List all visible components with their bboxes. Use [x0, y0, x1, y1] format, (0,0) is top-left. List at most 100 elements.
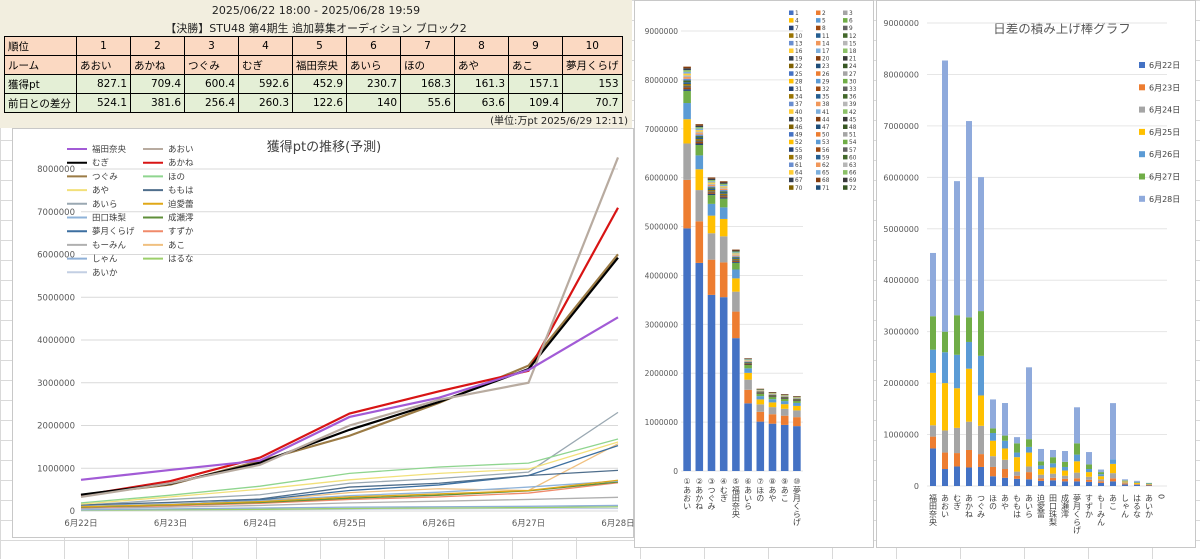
stack-segment [695, 142, 704, 144]
table-cell: 8 [454, 36, 509, 56]
stack-segment [707, 233, 716, 260]
stack-segment [683, 119, 691, 144]
stack-segment [719, 182, 728, 184]
stack-segment [990, 399, 996, 429]
legend-label: 成瀬澪 [168, 213, 194, 224]
stack-segment [942, 430, 948, 453]
table-cell: 10 [562, 36, 623, 56]
stack-segment [942, 352, 948, 384]
stack-segment [732, 255, 740, 257]
legend-label: 51 [849, 133, 857, 139]
legend-swatch [843, 109, 848, 114]
legend-swatch [843, 162, 848, 167]
stack-segment [1074, 454, 1080, 462]
stack-segment [966, 449, 972, 468]
table-cell: 福田奈央 [292, 55, 347, 75]
x-tick-label: ⑨あこ [780, 477, 789, 502]
stack-segment [683, 87, 691, 90]
table-cell: 6 [346, 36, 401, 56]
legend-label: 37 [795, 102, 803, 108]
legend-label: 29 [822, 79, 830, 85]
legend-label: 23 [822, 64, 830, 70]
stack-segment [1062, 481, 1068, 486]
stack-segment [768, 396, 777, 397]
x-tick-label: ⑥あいら [744, 477, 753, 510]
row-label: ルーム [4, 55, 77, 75]
legend-swatch [789, 40, 794, 46]
legend-label: 32 [822, 87, 830, 93]
stack-segment [942, 60, 948, 332]
stack-segment [695, 221, 704, 263]
stack-segment [719, 181, 728, 183]
table-cell: むぎ [238, 55, 293, 75]
stack-segment [744, 358, 752, 360]
stack-segment [756, 390, 765, 391]
legend-swatch [789, 147, 794, 152]
legend-swatch [789, 86, 794, 91]
stack-segment [780, 415, 789, 425]
stack-segment [756, 411, 765, 422]
stack-segment [744, 361, 752, 363]
stack-segment [744, 359, 752, 360]
table-cell: 7 [400, 36, 455, 56]
stack-segment [768, 392, 777, 393]
y-tick-label: 8000000 [883, 70, 919, 79]
legend-swatch [789, 185, 794, 190]
legend-label: 11 [822, 34, 830, 40]
stack-segment [1050, 463, 1056, 468]
stack-segment [695, 134, 704, 137]
table-cell: 452.9 [292, 74, 347, 94]
stack-segment [744, 363, 752, 364]
y-tick-label: 9000000 [883, 19, 919, 28]
legend-label: 10 [795, 34, 803, 40]
x-tick-label: あいか [1145, 494, 1154, 518]
x-tick-label: あおい [941, 494, 950, 518]
legend-swatch [843, 33, 848, 38]
legend-swatch [843, 86, 848, 91]
series-line [80, 316, 619, 481]
stack-segment [1074, 407, 1080, 444]
stack-segment [780, 394, 789, 396]
stack-segment [695, 262, 704, 471]
stack-segment [966, 421, 972, 450]
series-line [80, 504, 619, 511]
stack-segment [1086, 452, 1092, 465]
stack-segment [707, 215, 716, 234]
stack-segment [780, 404, 789, 409]
stack-segment [1002, 459, 1008, 470]
legend-label: あいか [92, 268, 118, 278]
stack-segment [1038, 448, 1044, 462]
legend-label: 夢月くらげ [92, 226, 135, 237]
legend-label: 9 [849, 26, 853, 32]
y-tick-label: 0 [70, 507, 75, 517]
y-tick-label: 3000000 [37, 379, 75, 389]
legend-label: 6月28日 [1149, 195, 1180, 204]
stack-segment [768, 396, 777, 400]
legend-label: 13 [795, 41, 803, 47]
stack-segment [719, 197, 728, 199]
stack-segment [793, 398, 801, 400]
stack-segment [695, 128, 704, 131]
stack-segment [1110, 403, 1116, 460]
stack-segment [990, 456, 996, 467]
stack-segment [1146, 485, 1152, 486]
stack-segment [780, 396, 789, 398]
stack-segment [744, 389, 752, 404]
legend-label: 50 [822, 133, 830, 139]
legend-label: 8 [822, 26, 826, 32]
legend-label: 56 [822, 148, 830, 154]
stack-segment [683, 85, 691, 88]
legend-label: 61 [795, 163, 803, 169]
table-cell: 夢月くらげ [562, 55, 623, 75]
stack-segment [732, 261, 740, 263]
legend-label: 34 [795, 95, 803, 101]
stack-segment [1038, 465, 1044, 470]
stack-segment [1122, 479, 1128, 481]
stack-segment [1062, 475, 1068, 479]
series-line [80, 496, 619, 510]
stack-segment [942, 452, 948, 470]
stack-segment [744, 403, 752, 471]
table-cell: 827.1 [76, 74, 131, 94]
stack-segment [1014, 475, 1020, 479]
x-tick-label: あかね [965, 494, 974, 518]
